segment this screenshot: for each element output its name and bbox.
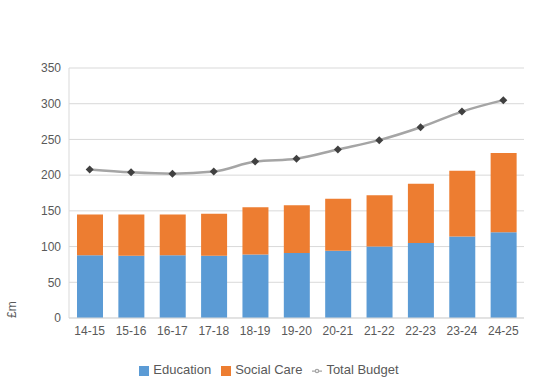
- svg-text:200: 200: [41, 168, 61, 182]
- svg-text:18-19: 18-19: [240, 324, 271, 338]
- svg-text:23-24: 23-24: [447, 324, 478, 338]
- svg-text:24-25: 24-25: [488, 324, 519, 338]
- svg-text:350: 350: [41, 61, 61, 75]
- svg-text:0: 0: [54, 311, 61, 325]
- html-text:Total Budget: Total Budget: [326, 362, 399, 377]
- svg-text:150: 150: [41, 204, 61, 218]
- svg-text:100: 100: [41, 240, 61, 254]
- svg-text:21-22: 21-22: [364, 324, 395, 338]
- svg-text:17-18: 17-18: [198, 324, 229, 338]
- svg-text:16-17: 16-17: [157, 324, 188, 338]
- svg-text:250: 250: [41, 133, 61, 147]
- svg-text:300: 300: [41, 97, 61, 111]
- svg-text:15-16: 15-16: [116, 324, 147, 338]
- svg-text:50: 50: [48, 276, 62, 290]
- html-text:Education: Education: [153, 362, 212, 377]
- svg-text:£m: £m: [8, 301, 19, 318]
- svg-text:19-20: 19-20: [281, 324, 312, 338]
- svg-text:14-15: 14-15: [74, 324, 105, 338]
- svg-text:20-21: 20-21: [323, 324, 354, 338]
- html-text:Social Care: Social Care: [235, 362, 303, 377]
- svg-text:22-23: 22-23: [405, 324, 436, 338]
